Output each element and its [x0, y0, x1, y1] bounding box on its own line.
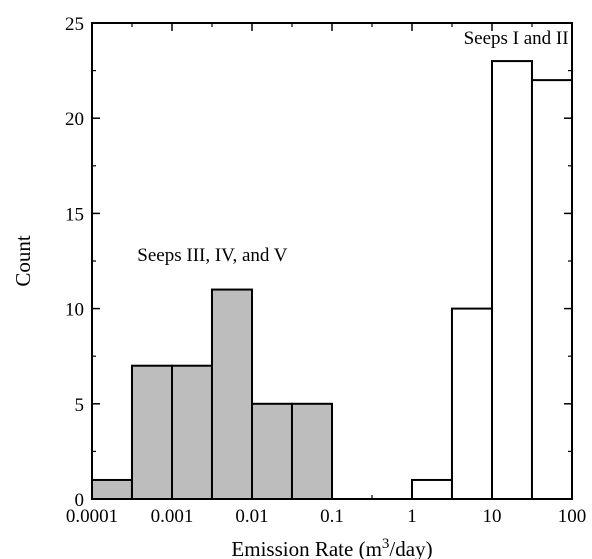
ticks-group: [91, 22, 573, 500]
y-tick-label: 10: [65, 300, 84, 321]
x-axis-title-superscript: 3: [382, 536, 390, 552]
histogram-bar-series2-bin3: [491, 60, 533, 501]
x-axis-title-suffix: /day): [389, 537, 432, 559]
histogram-bar-series2-bin4: [530, 79, 574, 501]
x-tick-label: 0.1: [320, 506, 344, 527]
y-tick-label: 25: [65, 14, 84, 35]
histogram-bar-series1-bin5: [251, 402, 293, 500]
bars-group: [91, 60, 574, 501]
y-tick-label: 5: [75, 395, 85, 416]
histogram-bar-series1-bin2: [130, 364, 173, 500]
x-axis-title-prefix: Emission Rate (m: [231, 537, 382, 559]
histogram-bar-series1-bin1: [91, 478, 133, 500]
y-tick-label: 20: [65, 109, 84, 130]
annotation-label: Seeps I and II: [464, 28, 569, 49]
histogram-bar-series2-bin1: [411, 478, 453, 500]
tick-labels-group: 0.0001 0.001 0.01 0.1 1 10 100 0 5 10 15 20 25: [65, 14, 586, 527]
x-axis-title: Emission Rate (m3/day): [231, 536, 432, 559]
histogram-bar-series2-bin2: [450, 307, 494, 500]
y-tick-label: 0: [75, 490, 85, 511]
histogram-bar-series1-bin4: [210, 288, 253, 500]
x-tick-label: 0.001: [151, 506, 194, 527]
y-tick-label: 15: [65, 204, 84, 225]
x-tick-label: 10: [483, 506, 502, 527]
x-tick-label: 0.01: [235, 506, 268, 527]
x-tick-label: 100: [558, 506, 587, 527]
histogram-bar-series1-bin3: [171, 364, 213, 500]
x-tick-label: 1: [407, 506, 417, 527]
x-tick-label: 0.0001: [66, 506, 118, 527]
annotation-label: Seeps III, IV, and V: [137, 245, 287, 266]
annotations-group: Seeps III, IV, and V Seeps I and II: [137, 28, 568, 266]
histogram-bar-series1-bin6: [290, 402, 334, 500]
y-axis-title: Count: [11, 235, 35, 287]
